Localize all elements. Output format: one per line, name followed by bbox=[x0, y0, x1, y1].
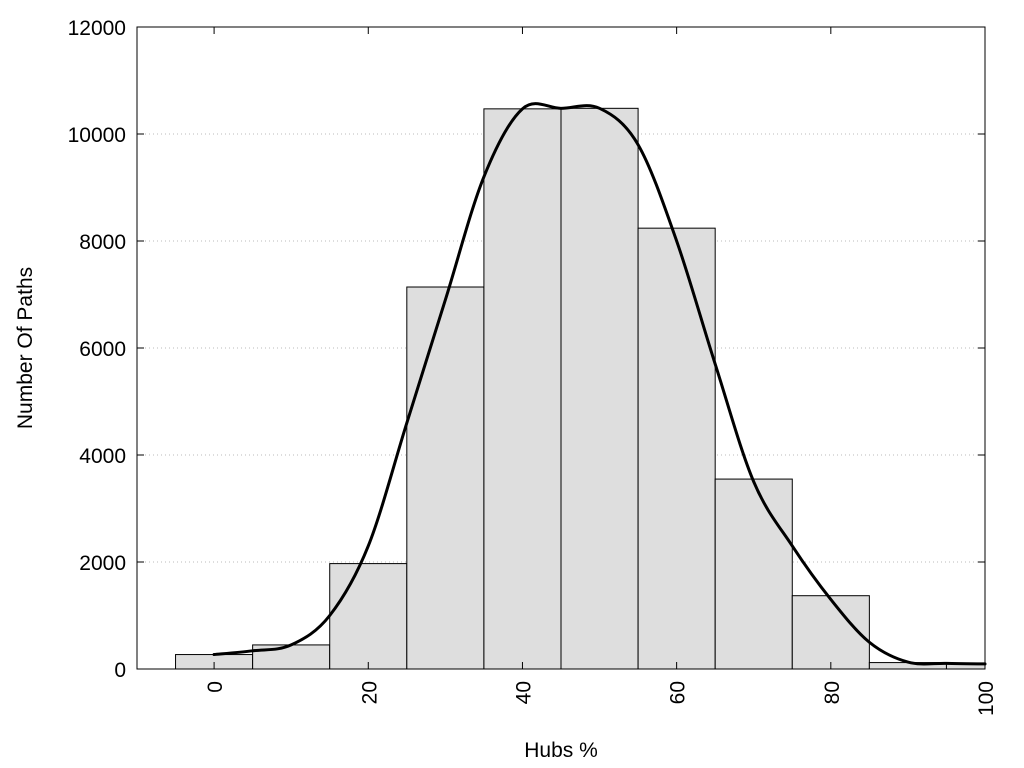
histogram-bar bbox=[791, 595, 870, 670]
x-axis-ticks: 0 20 40 60 80 100 bbox=[204, 27, 998, 716]
histogram-bars bbox=[175, 107, 986, 670]
y-tick-label: 10000 bbox=[68, 124, 126, 147]
y-tick-label: 6000 bbox=[79, 338, 126, 361]
histogram-bar bbox=[483, 108, 562, 670]
x-tick-label: 100 bbox=[975, 681, 998, 716]
y-tick-label: 0 bbox=[114, 659, 126, 682]
density-curve bbox=[212, 102, 987, 666]
x-axis-label: Hubs % bbox=[524, 739, 598, 762]
y-tick-label: 12000 bbox=[68, 17, 126, 40]
y-axis-label: Number Of Paths bbox=[14, 267, 37, 429]
x-tick-label: 20 bbox=[358, 681, 381, 704]
y-tick-label: 4000 bbox=[79, 445, 126, 468]
histogram-bar bbox=[406, 286, 485, 670]
histogram-bar bbox=[329, 563, 408, 670]
y-tick-label: 2000 bbox=[79, 552, 126, 575]
x-tick-label: 60 bbox=[667, 681, 690, 704]
y-tick-label: 8000 bbox=[79, 231, 126, 254]
x-tick-label: 40 bbox=[512, 681, 535, 704]
x-tick-label: 80 bbox=[821, 681, 844, 704]
histogram-bar bbox=[714, 478, 793, 670]
x-tick-label: 0 bbox=[204, 681, 227, 693]
histogram-bar bbox=[560, 107, 639, 670]
histogram-bar bbox=[637, 227, 716, 670]
y-axis-ticks: 0 2000 4000 6000 8000 10000 12000 bbox=[68, 17, 985, 682]
